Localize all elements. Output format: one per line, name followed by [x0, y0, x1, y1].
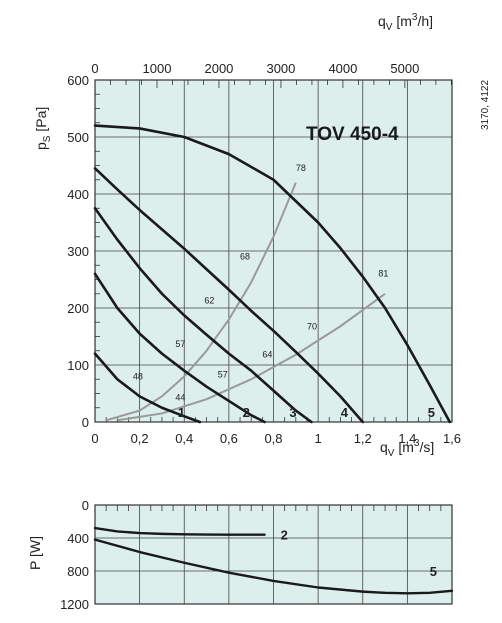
power-curve-label: 5: [430, 564, 437, 579]
x-top-tick-label: 3000: [266, 61, 295, 76]
pressure-plot: 0 0,2 0,4 0,6 0,8 1 1,2 1,4 1,6 0 100 200 300 400 500 6…: [33, 12, 461, 459]
y-tick-label: 400: [67, 531, 89, 546]
x-axis-title: qV [m3/s]: [380, 438, 434, 459]
efficiency-label: 64: [262, 350, 272, 360]
x-tick-label: 1,2: [354, 431, 372, 446]
power-curve: [93, 526, 266, 536]
x-tick-label: 0: [91, 431, 98, 446]
fan-curve: [93, 167, 365, 424]
y-tick-label: 300: [67, 244, 89, 259]
x-tick-label: 0,2: [131, 431, 149, 446]
curve-number-label: 4: [341, 405, 349, 420]
curve-number-label: 3: [289, 405, 296, 420]
power-curve: [93, 538, 454, 595]
y-tick-label: 0: [82, 498, 89, 513]
x-tick-label: 1,6: [443, 431, 461, 446]
x-top-tick-label: 5000: [390, 61, 419, 76]
x-top-tick-label: 0: [91, 61, 98, 76]
curve-number-label: 5: [428, 405, 435, 420]
y-tick-label: 100: [67, 358, 89, 373]
efficiency-label: 81: [378, 269, 388, 279]
x-top-tick-label: 2000: [204, 61, 233, 76]
efficiency-label: 70: [307, 322, 317, 332]
fan-curve: [93, 352, 202, 424]
efficiency-label: 48: [133, 371, 143, 381]
x-top-axis-title: qV [m3/h]: [378, 12, 433, 33]
y-tick-label: 600: [67, 73, 89, 88]
efficiency-line: [117, 292, 386, 422]
y-tick-label: 200: [67, 301, 89, 316]
efficiency-label: 57: [218, 370, 228, 380]
curve-number-label: 1: [178, 405, 185, 420]
x-tick-label: 0,8: [264, 431, 282, 446]
efficiency-label: 68: [240, 252, 250, 262]
efficiency-label: 57: [175, 339, 185, 349]
efficiency-label: 62: [204, 295, 214, 305]
x-tick-label: 0,4: [175, 431, 193, 446]
efficiency-label: 78: [296, 163, 306, 173]
y-tick-label: 0: [82, 415, 89, 430]
y-tick-label: 800: [67, 564, 89, 579]
fan-curve: [93, 206, 313, 424]
y-tick-label: 1200: [60, 597, 89, 612]
x-tick-label: 1: [315, 431, 322, 446]
x-top-tick-label: 4000: [328, 61, 357, 76]
power-axis-title: P [W]: [27, 536, 43, 570]
power-curve-label: 2: [281, 528, 288, 543]
curve-number-label: 2: [243, 405, 250, 420]
fan-curve: [93, 124, 452, 424]
y-tick-label: 500: [67, 130, 89, 145]
x-tick-label: 0,6: [220, 431, 238, 446]
y-tick-label: 400: [67, 187, 89, 202]
x-top-tick-label: 1000: [143, 61, 172, 76]
power-plot: 0 400 800 1200 P [W] 2 5: [27, 498, 454, 612]
chart-title: TOV 450-4: [306, 124, 399, 145]
fan-curve: [93, 272, 266, 424]
efficiency-label: 44: [175, 392, 185, 402]
x-tick-label: 1,4: [398, 431, 416, 446]
reference-number: 3170, 4122: [480, 80, 491, 130]
efficiency-line: [105, 182, 297, 422]
y-axis-title: pS [Pa]: [33, 107, 53, 150]
